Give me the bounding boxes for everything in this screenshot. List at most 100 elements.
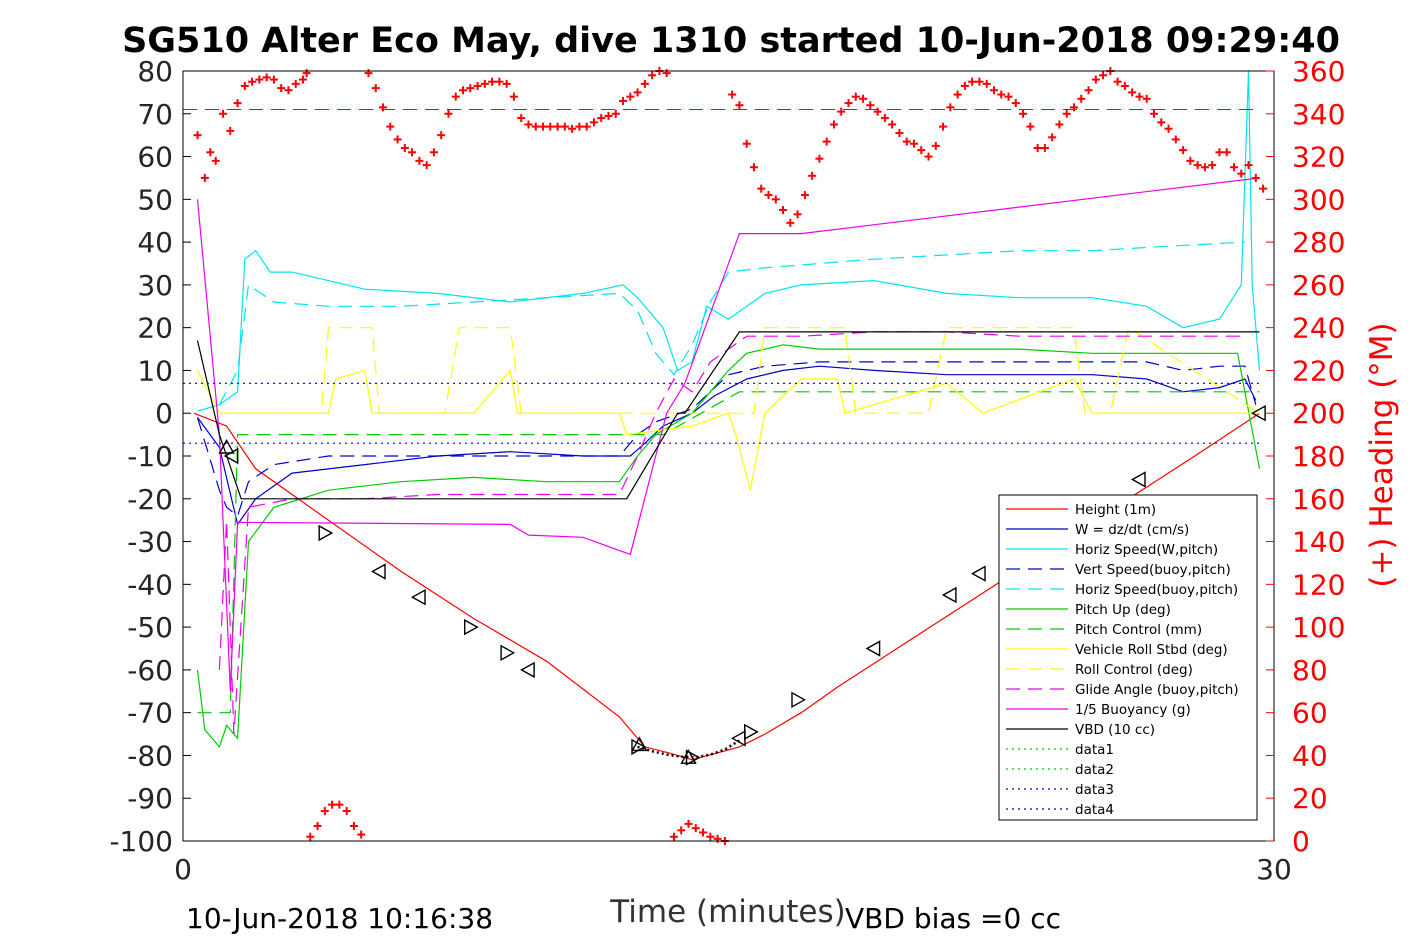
heading-point <box>320 807 329 816</box>
heading-point <box>669 832 678 841</box>
heading-point <box>902 137 911 146</box>
heading-point <box>466 84 475 93</box>
y-tick-label: 40 <box>137 226 173 259</box>
heading-point <box>960 81 969 90</box>
series-line-3 <box>196 361 1257 517</box>
y-tick-label: -20 <box>127 483 173 516</box>
footer-timestamp: 10-Jun-2018 10:16:38 <box>186 902 493 935</box>
heading-point <box>793 210 802 219</box>
series-line-7 <box>196 369 1260 491</box>
heading-point <box>349 822 358 831</box>
heading-point <box>502 79 511 88</box>
legend-label: Horiz Speed(buoy,pitch) <box>1075 582 1238 598</box>
y-right-tick-label: 320 <box>1292 141 1345 174</box>
heading-point <box>386 122 395 131</box>
legend-label: Roll Control (deg) <box>1075 662 1193 678</box>
heading-point <box>633 88 642 97</box>
heading-point <box>829 120 838 129</box>
heading-point <box>451 92 460 101</box>
heading-point <box>1069 103 1078 112</box>
heading-point <box>206 148 215 157</box>
marker-triangle-4 <box>410 589 426 606</box>
heading-point <box>815 154 824 163</box>
heading-point <box>415 156 424 165</box>
y-tick-label: -60 <box>127 654 173 687</box>
heading-point <box>299 75 308 84</box>
heading-point <box>193 131 202 140</box>
axis-layer: -100-90-80-70-60-50-40-30-20-10010203040… <box>109 55 1345 886</box>
heading-point <box>946 103 955 112</box>
heading-point <box>302 69 311 78</box>
legend-label: Pitch Up (deg) <box>1075 602 1171 618</box>
heading-point <box>1099 71 1108 80</box>
legend-label: data2 <box>1075 762 1114 778</box>
marker-triangle-3 <box>370 563 386 580</box>
heading-point <box>371 84 380 93</box>
heading-point <box>1164 124 1173 133</box>
heading-point <box>284 86 293 95</box>
legend-label: data4 <box>1075 802 1114 818</box>
heading-point <box>895 129 904 138</box>
heading-point <box>1171 135 1180 144</box>
legend-label: 1/5 Buoyancy (g) <box>1075 702 1191 718</box>
heading-point <box>488 77 497 86</box>
x-tick-label: 0 <box>174 853 192 886</box>
heading-point <box>851 92 860 101</box>
heading-point <box>1026 122 1035 131</box>
heading-point <box>713 834 722 843</box>
heading-point <box>291 79 300 88</box>
series-line-11 <box>196 331 1260 500</box>
heading-point <box>742 139 751 148</box>
heading-point <box>589 118 598 127</box>
heading-point <box>582 122 591 131</box>
heading-point <box>924 152 933 161</box>
heading-point <box>546 122 555 131</box>
heading-point <box>837 107 846 116</box>
footer-vbd-bias: VBD bias =0 cc <box>845 902 1061 935</box>
heading-point <box>1142 94 1151 103</box>
heading-point <box>880 114 889 123</box>
heading-point <box>779 206 788 215</box>
y-tick-label: -100 <box>109 825 173 858</box>
heading-point <box>1229 163 1238 172</box>
heading-point <box>808 171 817 180</box>
heading-point <box>611 109 620 118</box>
heading-point <box>262 73 271 82</box>
heading-point <box>1179 146 1188 155</box>
y-right-tick-label: 220 <box>1292 354 1345 387</box>
marker-triangle-16 <box>941 586 957 604</box>
heading-point <box>648 71 657 80</box>
heading-point <box>1259 184 1268 193</box>
y-tick-label: 70 <box>137 98 173 131</box>
marker-triangle-17 <box>970 565 986 582</box>
heading-point <box>677 826 686 835</box>
heading-point <box>539 122 548 131</box>
heading-point <box>1208 161 1217 170</box>
heading-point <box>255 75 264 84</box>
heading-point <box>1215 148 1224 157</box>
legend-label: Vehicle Roll Stbd (deg) <box>1075 642 1228 658</box>
heading-point <box>1019 109 1028 118</box>
marker-triangle-5 <box>464 618 479 636</box>
heading-point <box>771 195 780 204</box>
heading-point <box>728 90 737 99</box>
heading-point <box>342 807 351 816</box>
y-tick-label: -90 <box>127 782 173 815</box>
series-line-4 <box>218 241 1245 405</box>
legend: Height (1m) W = dz/dt (cm/s) Horiz Speed(W… <box>998 494 1258 821</box>
heading-point <box>1186 156 1195 165</box>
heading-point <box>393 135 402 144</box>
marker-triangle-13 <box>744 723 759 741</box>
y-right-tick-label: 100 <box>1292 611 1345 644</box>
heading-point <box>931 141 940 150</box>
heading-point <box>939 122 948 131</box>
legend-label: Pitch Control (mm) <box>1075 622 1202 638</box>
heading-point <box>997 90 1006 99</box>
heading-point <box>1113 77 1122 86</box>
legend-label: Height (1m) <box>1075 502 1156 518</box>
heading-point <box>1244 161 1253 170</box>
heading-point <box>822 137 831 146</box>
heading-point <box>1135 92 1144 101</box>
y-tick-label: 30 <box>137 269 173 302</box>
heading-point <box>1062 109 1071 118</box>
